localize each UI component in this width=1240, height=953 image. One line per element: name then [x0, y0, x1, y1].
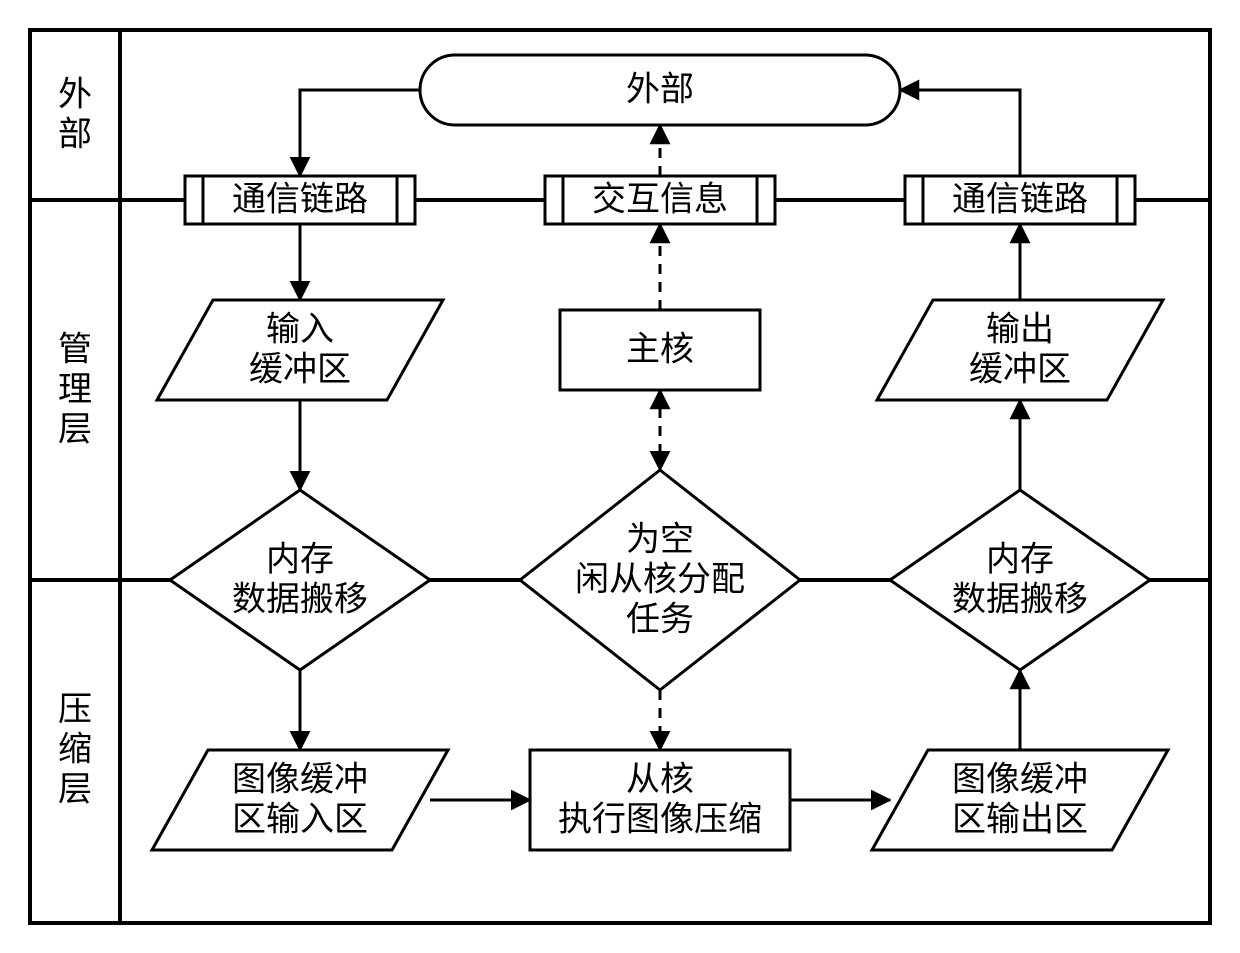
- svg-text:数据搬移: 数据搬移: [232, 581, 368, 619]
- svg-text:主核: 主核: [626, 331, 694, 369]
- row-label: 外部: [58, 76, 92, 154]
- svg-text:区输入区: 区输入区: [232, 801, 368, 839]
- svg-text:输出: 输出: [986, 311, 1054, 349]
- svg-text:层: 层: [58, 412, 92, 449]
- node-in_buf: 输入缓冲区: [157, 300, 443, 400]
- node-mem_left: 内存数据搬移: [170, 490, 430, 670]
- svg-text:数据搬移: 数据搬移: [952, 581, 1088, 619]
- svg-text:外: 外: [58, 76, 92, 114]
- svg-text:缓冲区: 缓冲区: [969, 351, 1071, 389]
- svg-text:图像缓冲: 图像缓冲: [952, 761, 1088, 799]
- svg-text:输入: 输入: [266, 311, 334, 349]
- svg-text:通信链路: 通信链路: [232, 181, 368, 219]
- svg-text:层: 层: [58, 772, 92, 809]
- node-comm_right: 通信链路: [905, 176, 1135, 224]
- edge: [900, 90, 1020, 176]
- svg-text:执行图像压缩: 执行图像压缩: [558, 801, 762, 839]
- row-label: 压缩层: [58, 692, 92, 809]
- row-label: 管理层: [58, 331, 92, 449]
- node-mem_right: 内存数据搬移: [890, 490, 1150, 670]
- svg-text:部: 部: [58, 116, 92, 154]
- svg-text:任务: 任务: [626, 601, 694, 639]
- node-interact: 交互信息: [545, 176, 775, 224]
- svg-text:图像缓冲: 图像缓冲: [232, 761, 368, 799]
- node-img_in: 图像缓冲区输入区: [152, 750, 448, 850]
- svg-text:内存: 内存: [986, 541, 1054, 579]
- svg-text:内存: 内存: [266, 541, 334, 579]
- edge: [300, 90, 420, 176]
- node-assign: 为空闲从核分配任务: [520, 470, 800, 690]
- svg-text:外部: 外部: [626, 71, 694, 109]
- svg-text:缓冲区: 缓冲区: [249, 351, 351, 389]
- svg-text:通信链路: 通信链路: [952, 181, 1088, 219]
- node-slave: 从核执行图像压缩: [530, 750, 790, 850]
- svg-text:缩: 缩: [58, 731, 92, 769]
- svg-text:区输出区: 区输出区: [952, 801, 1088, 839]
- svg-text:从核: 从核: [626, 761, 694, 799]
- node-external: 外部: [420, 55, 900, 125]
- node-master: 主核: [560, 310, 760, 390]
- node-out_buf: 输出缓冲区: [877, 300, 1163, 400]
- svg-text:为空: 为空: [626, 521, 694, 559]
- node-comm_left: 通信链路: [185, 176, 415, 224]
- svg-text:理: 理: [58, 372, 92, 409]
- svg-text:管: 管: [58, 331, 92, 369]
- svg-text:交互信息: 交互信息: [592, 181, 728, 219]
- svg-text:压: 压: [58, 692, 92, 729]
- svg-text:闲从核分配: 闲从核分配: [575, 561, 745, 599]
- node-img_out: 图像缓冲区输出区: [872, 750, 1168, 850]
